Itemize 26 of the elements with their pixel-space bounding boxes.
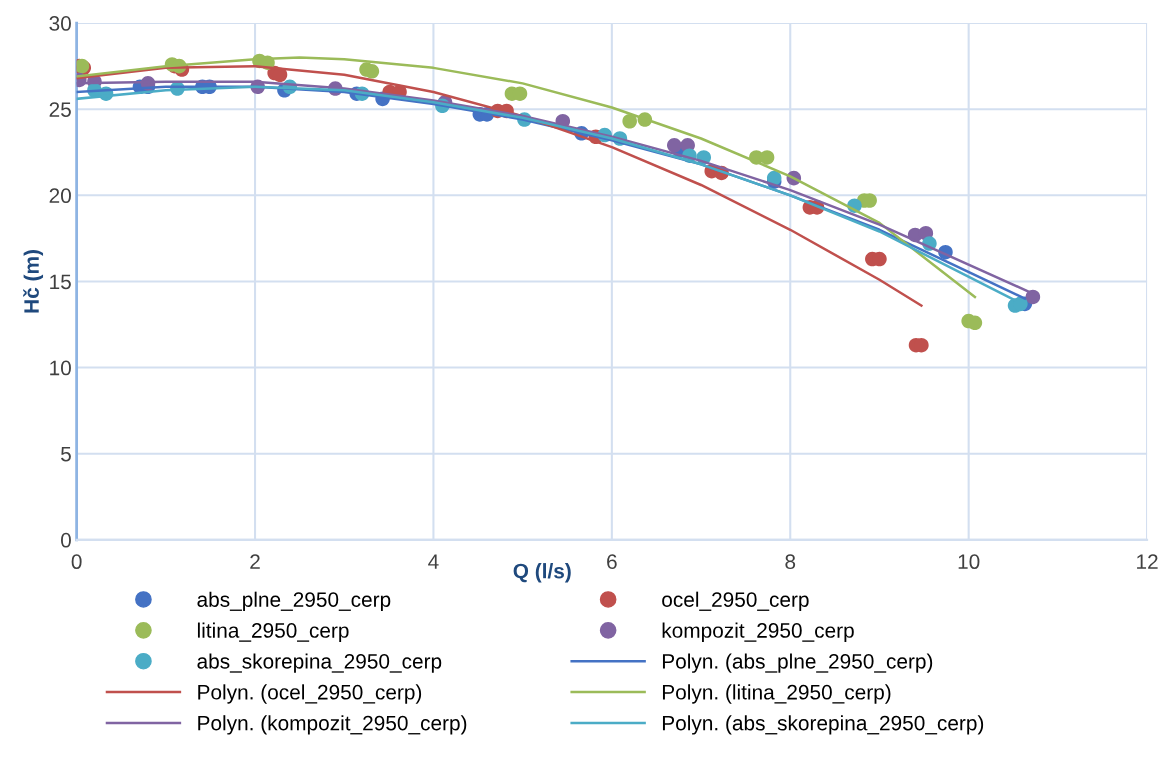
y-tick-label: 0: [60, 532, 71, 548]
x-tick-label: 2: [250, 554, 260, 569]
legend-label: Polyn. (abs_skorepina_2950_cerp): [662, 715, 984, 735]
x-tick-label: 10: [958, 554, 980, 570]
y-tick-label: 25: [49, 102, 71, 117]
x-tick-label: 6: [607, 554, 617, 570]
legend-label: Polyn. (ocel_2950_cerp): [198, 684, 422, 704]
x-axis-title: Q (l/s): [513, 563, 571, 583]
y-tick-label: 20: [49, 188, 71, 204]
y-tick-label: 30: [49, 16, 71, 31]
y-tick-label: 10: [50, 360, 71, 376]
legend-label: Polyn. (kompozit_2950_cerp): [198, 715, 467, 735]
y-tick-label: 5: [61, 446, 71, 462]
y-tick-label: 15: [50, 274, 71, 290]
legend-label: Polyn. (litina_2950_cerp): [662, 684, 891, 704]
x-tick-label: 12: [1137, 554, 1158, 569]
x-tick-label: 0: [71, 554, 82, 570]
legend-label: ocel_2950_cerp: [662, 591, 809, 612]
y-axis-title: Hč (m): [23, 250, 44, 313]
legend-label: kompozit_2950_cerp: [662, 622, 854, 642]
legend-label: abs_plne_2950_cerp: [197, 591, 391, 612]
x-tick-label: 8: [785, 554, 796, 570]
legend-label: Polyn. (abs_plne_2950_cerp): [662, 653, 933, 673]
legend-label: litina_2950_cerp: [197, 622, 349, 642]
legend-label: abs_skorepina_2950_cerp: [197, 653, 442, 673]
x-tick-label: 4: [428, 554, 439, 569]
